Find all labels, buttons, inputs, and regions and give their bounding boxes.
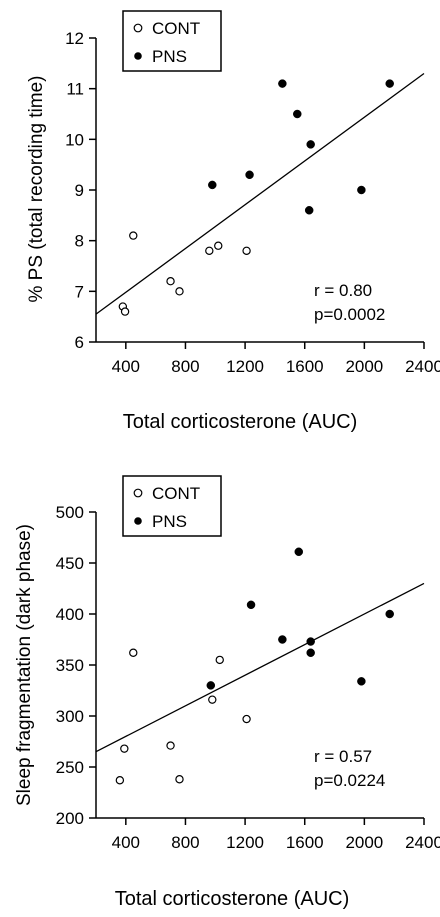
x-tick-label: 800 <box>171 833 199 852</box>
axes: 6 7 8 9 10 11 12 400 800 1200 1600 2000 2400 <box>65 29 440 376</box>
legend: CONT PNS <box>122 10 222 72</box>
pns-data-point <box>293 109 302 119</box>
y-tick-label: 10 <box>65 130 84 149</box>
y-tick-label: 200 <box>56 809 84 828</box>
data-points <box>95 72 425 316</box>
y-tick-label: 300 <box>56 707 84 726</box>
x-tick-label: 1200 <box>226 357 264 376</box>
pns-data-point <box>306 648 315 658</box>
pns-data-point <box>304 206 314 215</box>
pns-data-point <box>206 681 216 690</box>
axes: 200 250 300 350 400 450 500 400 800 1200 1600 2000 2… <box>56 503 440 852</box>
y-tick-label: 500 <box>56 503 84 522</box>
x-axis-label: Total corticosterone (AUC) <box>123 411 358 433</box>
pns-data-point <box>294 547 304 557</box>
cont-data-point <box>129 231 138 240</box>
legend-box <box>122 10 222 72</box>
scatter-panel-fragmentation: 200 250 300 350 400 450 500 400 800 1200 1600 2000 2… <box>14 475 440 910</box>
y-tick-label: 7 <box>75 282 84 301</box>
regression-line <box>95 72 425 315</box>
y-tick-label: 450 <box>56 554 84 573</box>
x-tick-label: 400 <box>112 833 140 852</box>
cont-data-point <box>214 241 223 250</box>
legend-marker-cont <box>133 488 143 498</box>
y-tick-label: 8 <box>75 232 84 251</box>
cont-data-point <box>166 741 175 750</box>
data-points <box>95 547 425 785</box>
cont-data-point <box>205 246 214 255</box>
x-tick-label: 400 <box>112 357 140 376</box>
pns-data-point <box>208 180 217 190</box>
y-axis-label: Sleep fragmentation (dark phase) <box>14 524 35 806</box>
legend-label-pns: PNS <box>152 512 187 531</box>
legend-marker-cont <box>133 23 143 33</box>
x-tick-label: 800 <box>171 357 199 376</box>
pns-data-point <box>278 635 287 644</box>
x-tick-label: 1600 <box>286 357 324 376</box>
y-axis-label: % PS (total recording time) <box>26 75 47 302</box>
legend-label-pns: PNS <box>152 47 187 66</box>
x-axis-label: Total corticosterone (AUC) <box>115 888 350 910</box>
y-tick-label: 350 <box>56 656 84 675</box>
legend-label-cont: CONT <box>152 19 200 38</box>
legend: CONT PNS <box>122 475 222 537</box>
x-tick-label: 2400 <box>405 357 440 376</box>
stat-r: r = 0.80 <box>314 281 372 300</box>
regression-line <box>95 582 425 753</box>
cont-data-point <box>120 307 130 316</box>
cont-data-point <box>175 287 184 296</box>
y-tick-label: 12 <box>65 29 84 48</box>
cont-data-point <box>242 246 251 255</box>
x-tick-label: 2000 <box>345 833 383 852</box>
y-tick-label: 9 <box>75 181 84 200</box>
pns-data-point <box>246 600 256 610</box>
y-tick-label: 11 <box>66 80 84 99</box>
pns-data-point <box>278 79 287 88</box>
x-tick-label: 1600 <box>286 833 324 852</box>
y-tick-label: 6 <box>75 333 84 352</box>
legend-marker-pns <box>134 52 142 60</box>
cont-data-point <box>208 695 217 704</box>
pns-data-point <box>385 79 394 88</box>
cont-data-point <box>115 776 125 785</box>
y-tick-label: 400 <box>56 605 84 624</box>
x-tick-label: 1200 <box>226 833 264 852</box>
scatter-panel-ps: 6 7 8 9 10 11 12 400 800 1200 1600 2000 2400 CONT PN… <box>26 10 440 433</box>
legend-marker-pns <box>134 517 142 525</box>
x-tick-label: 2000 <box>345 357 383 376</box>
cont-data-point <box>215 655 224 665</box>
pns-data-point <box>357 677 366 686</box>
cont-data-point <box>242 714 251 724</box>
stat-r: r = 0.57 <box>314 747 372 766</box>
cont-data-point <box>166 277 175 286</box>
stat-p: p=0.0224 <box>314 771 385 790</box>
legend-box <box>122 475 222 537</box>
y-tick-label: 250 <box>56 758 84 777</box>
cont-data-point <box>175 775 184 784</box>
stat-p: p=0.0002 <box>314 305 385 324</box>
pns-data-point <box>306 140 315 149</box>
pns-data-point <box>306 637 315 646</box>
legend-label-cont: CONT <box>152 484 200 503</box>
pns-data-point <box>385 609 394 619</box>
cont-data-point <box>120 744 129 753</box>
cont-data-point <box>129 648 138 657</box>
pns-data-point <box>357 185 366 195</box>
pns-data-point <box>245 170 254 180</box>
x-tick-label: 2400 <box>405 833 440 852</box>
